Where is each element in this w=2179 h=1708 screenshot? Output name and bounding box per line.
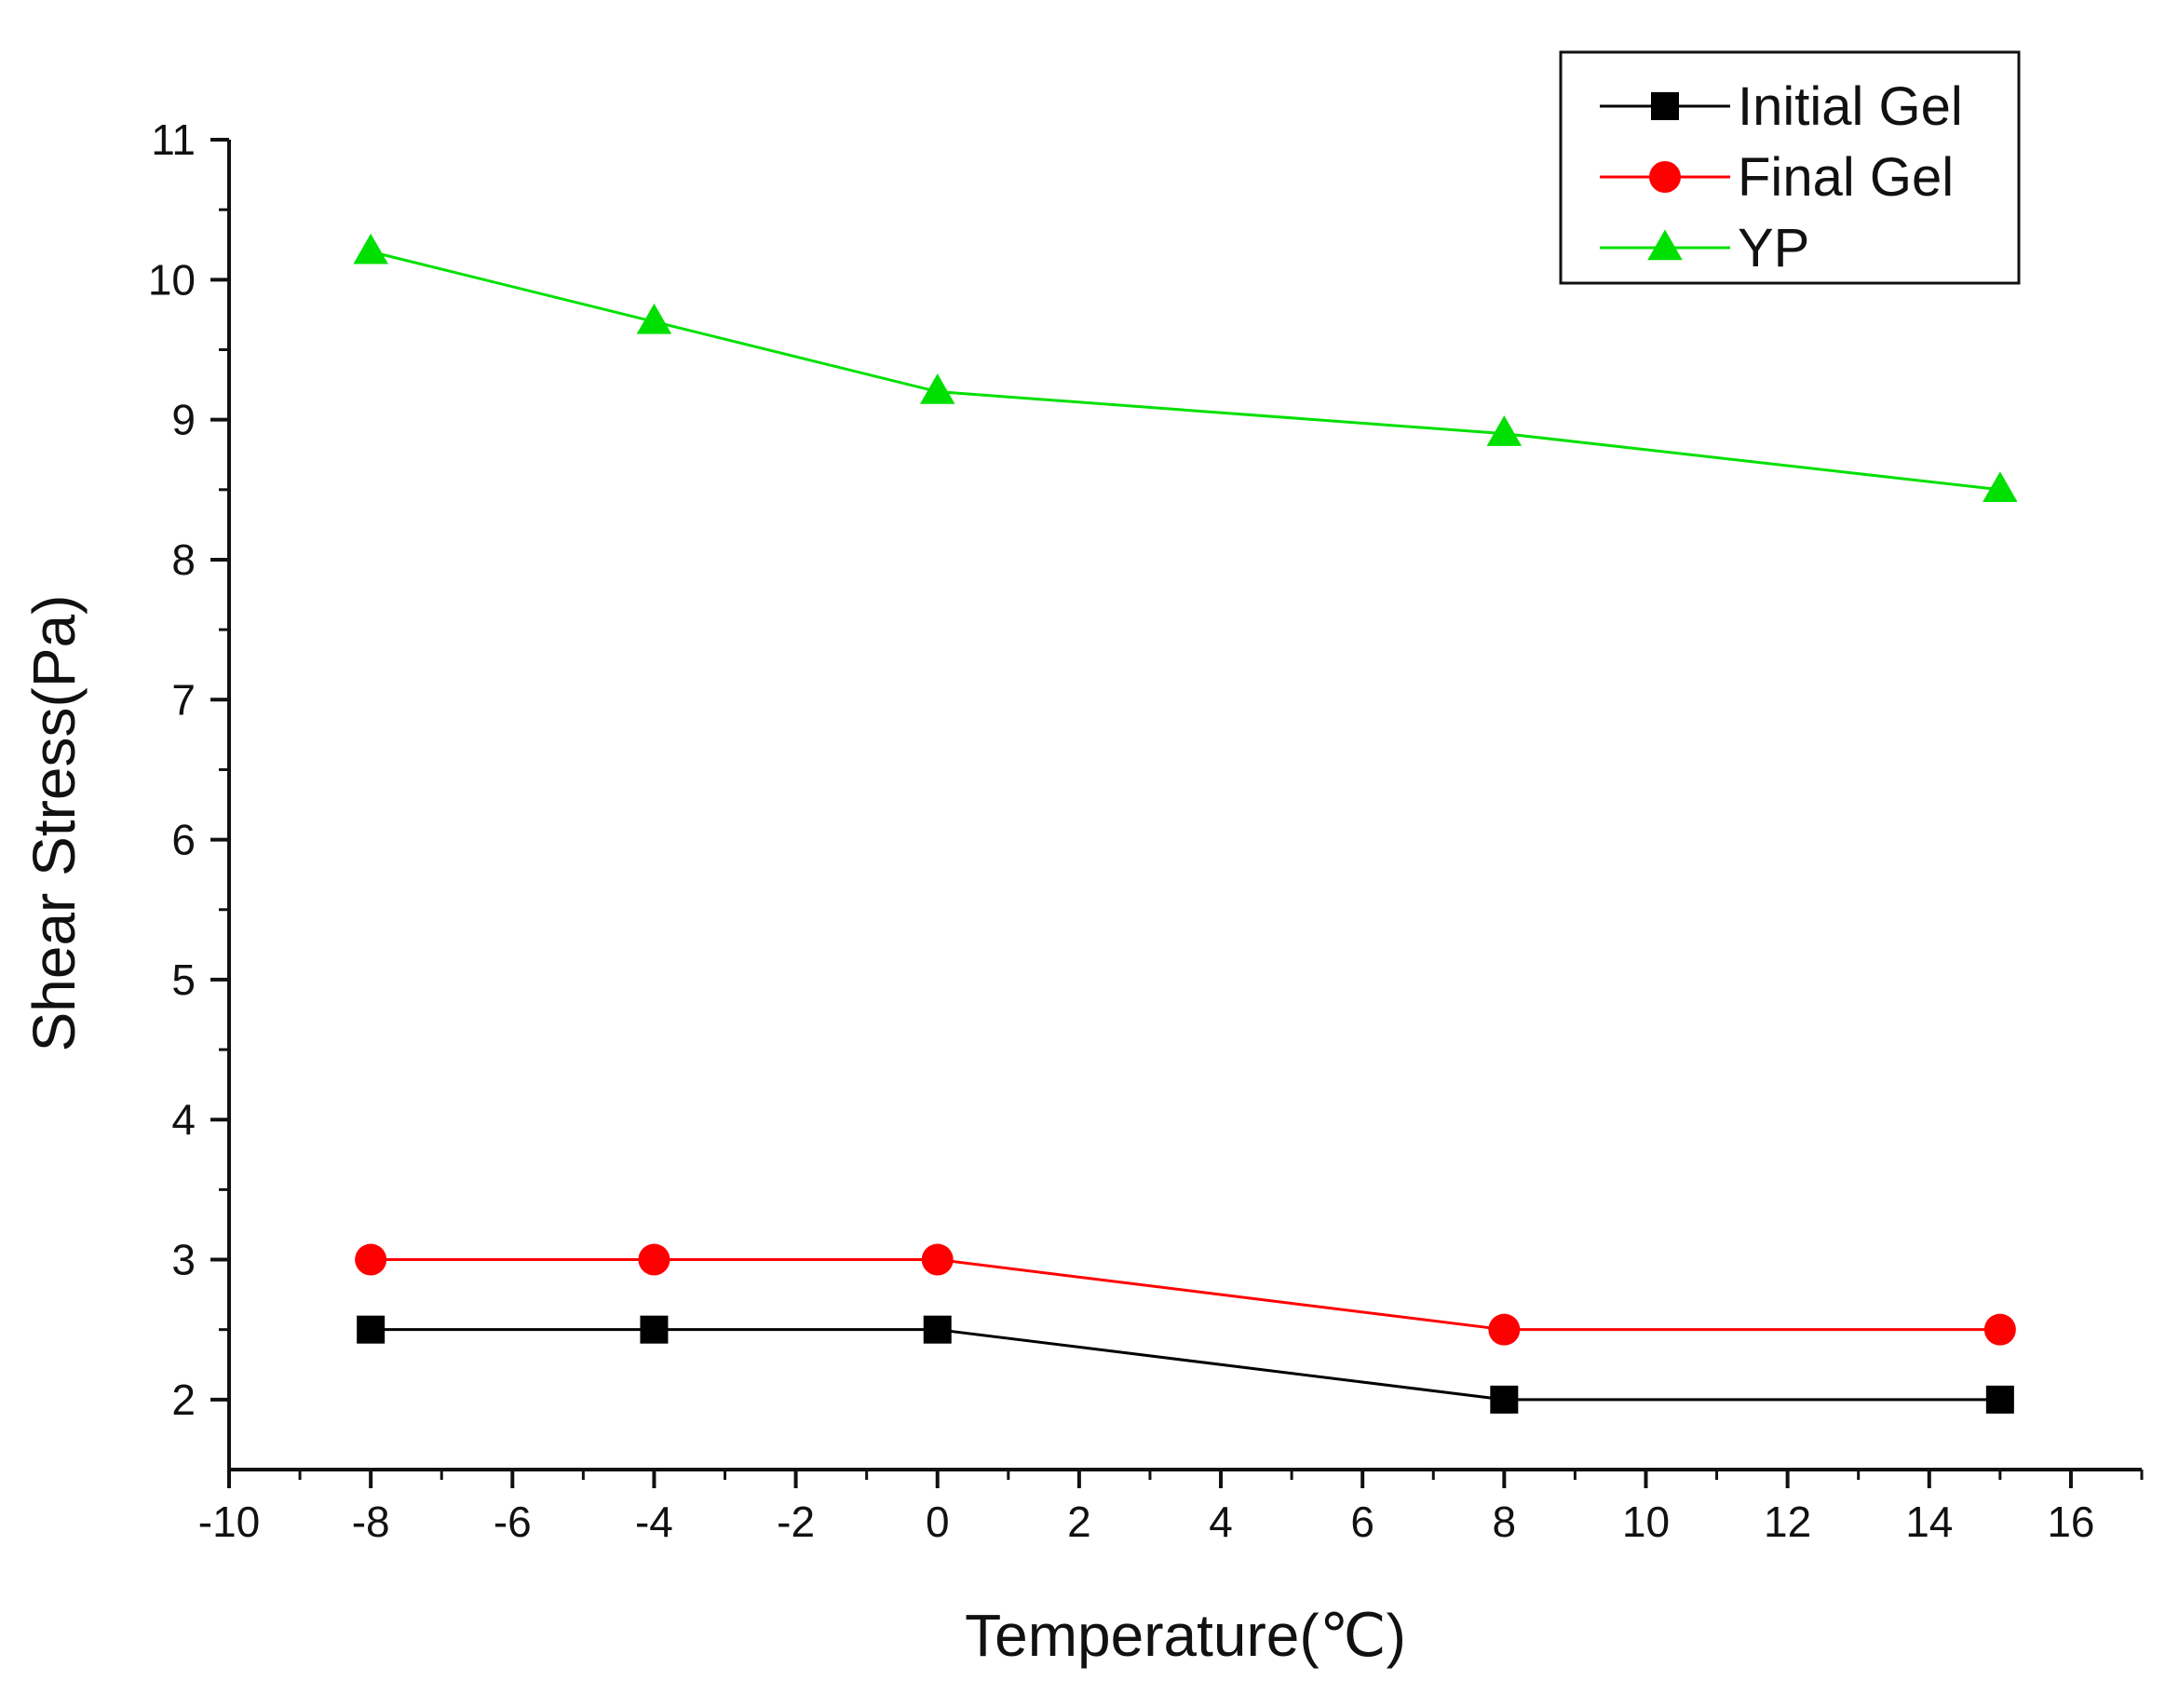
- series-yp: [353, 233, 2018, 503]
- legend-marker: [1651, 92, 1679, 120]
- x-tick-label: -4: [635, 1498, 673, 1546]
- legend-label: Final Gel: [1738, 147, 1954, 208]
- legend-label: Initial Gel: [1738, 76, 1963, 137]
- x-tick-label: 2: [1067, 1498, 1091, 1546]
- y-tick-label: 8: [171, 535, 196, 584]
- x-tick-label: 12: [1764, 1498, 1811, 1546]
- x-tick-label: 16: [2047, 1498, 2094, 1546]
- series-line: [371, 1258, 2000, 1332]
- data-point: [1985, 1385, 2014, 1414]
- legend-marker: [1649, 161, 1681, 193]
- x-tick-label: 4: [1209, 1498, 1233, 1546]
- series-final-gel: [355, 1243, 2016, 1346]
- data-point: [1983, 1313, 2016, 1346]
- y-ticks: 2 3 4 5 6 7 8 9 10 11: [148, 115, 229, 1424]
- y-tick-label: 11: [151, 115, 196, 164]
- series-initial-gel: [357, 1315, 2014, 1414]
- x-tick-label: 10: [1622, 1498, 1670, 1546]
- x-tick-label: -10: [198, 1498, 260, 1546]
- legend-item: YP: [1600, 218, 1809, 278]
- data-point: [919, 373, 955, 404]
- data-point: [1486, 415, 1523, 446]
- data-point: [638, 1243, 670, 1276]
- legend-box: [1559, 50, 2021, 285]
- y-axis-title: Shear Stress(Pa): [20, 595, 88, 1052]
- legend-marker: [1647, 229, 1683, 261]
- data-point: [355, 1243, 387, 1276]
- data-point: [921, 1243, 954, 1276]
- y-tick-label: 6: [171, 816, 196, 864]
- x-tick-label: 8: [1493, 1498, 1517, 1546]
- x-tick-label: 14: [1905, 1498, 1953, 1546]
- series-line: [370, 250, 2001, 492]
- data-point: [353, 233, 388, 264]
- legend-item: Final Gel: [1600, 147, 1954, 208]
- x-tick-label: 0: [926, 1498, 950, 1546]
- data-point: [1490, 1385, 1519, 1414]
- x-tick-label: -8: [352, 1498, 390, 1546]
- data-point: [357, 1315, 386, 1344]
- legend-item: Initial Gel: [1600, 76, 1963, 137]
- y-tick-label: 4: [171, 1095, 196, 1144]
- legend-label: YP: [1738, 218, 1809, 278]
- data-point: [1488, 1313, 1521, 1346]
- y-tick-label: 10: [148, 255, 196, 304]
- data-point: [640, 1315, 669, 1344]
- x-axis-title: Temperature(℃): [965, 1602, 1406, 1669]
- y-tick-label: 3: [171, 1236, 196, 1284]
- y-tick-label: 5: [171, 956, 196, 1004]
- x-tick-label: 6: [1350, 1498, 1374, 1546]
- y-tick-label: 9: [171, 396, 196, 444]
- data-point: [636, 303, 672, 334]
- y-tick-label: 7: [171, 675, 196, 724]
- x-ticks: -10 -8 -6 -4 -2 0 2 4 6 8 10 12 14 16: [198, 1470, 2144, 1546]
- x-tick-label: -6: [494, 1498, 532, 1546]
- series-line: [371, 1328, 2000, 1402]
- data-point: [923, 1315, 952, 1344]
- legend: Initial Gel Final Gel YP: [1559, 50, 2021, 285]
- y-tick-label: 2: [171, 1376, 196, 1424]
- axes: 2 3 4 5 6 7 8 9 10 11 -10 -8 -6 -4 -2 0 2 4 6 8 10 12 14 16: [148, 115, 2144, 1546]
- series-layer: [353, 233, 2018, 1414]
- data-point: [1983, 471, 2018, 503]
- x-tick-label: -2: [777, 1498, 815, 1546]
